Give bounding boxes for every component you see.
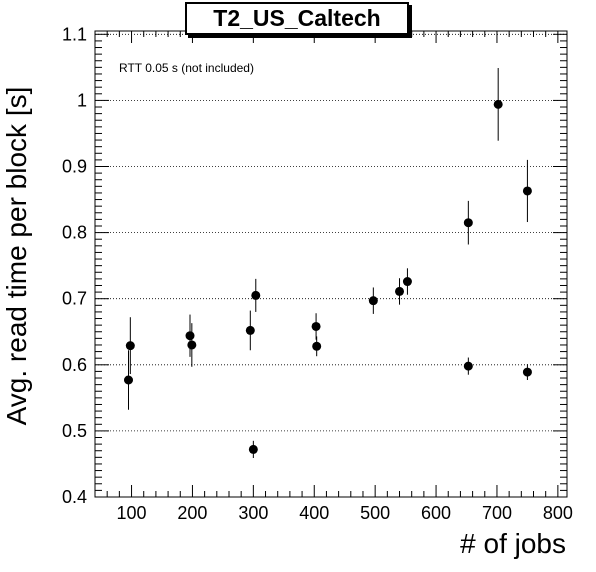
x-tick-label: 300 (238, 503, 268, 523)
y-axis: 0.4 0.5 0.6 0.7 0.8 0.9 1 1.1 (62, 24, 567, 507)
chart-title: T2_US_Caltech (185, 2, 409, 35)
y-tick-label: 1.1 (62, 24, 87, 44)
data-point (463, 218, 473, 228)
x-axis-label: # of jobs (460, 528, 566, 559)
x-tick-label: 600 (421, 503, 451, 523)
data-point (463, 361, 473, 371)
data-point (368, 296, 378, 306)
x-tick-label: 500 (360, 503, 390, 523)
data-point (493, 99, 503, 109)
y-tick-label: 0.6 (62, 355, 87, 375)
grid-lines (95, 33, 567, 432)
x-axis: 100 200 300 400 500 600 700 800 (117, 31, 573, 523)
data-point (402, 277, 412, 287)
data-point (125, 341, 135, 351)
y-axis-label: Avg. read time per block [s] (1, 86, 32, 426)
y-tick-label: 1 (77, 90, 87, 110)
y-tick-label: 0.9 (62, 157, 87, 177)
rtt-annotation: RTT 0.05 s (not included) (119, 61, 254, 75)
x-tick-label: 100 (117, 503, 147, 523)
data-point (311, 321, 321, 331)
y-tick-label: 0.7 (62, 289, 87, 309)
data-point (185, 331, 195, 341)
minor-ticks (94, 31, 567, 497)
x-tick-label: 700 (482, 503, 512, 523)
data-point (187, 340, 197, 350)
x-tick-label: 200 (177, 503, 207, 523)
y-tick-label: 0.4 (62, 487, 87, 507)
data-point (522, 186, 532, 196)
x-tick-label: 800 (543, 503, 573, 523)
data-point (522, 367, 532, 377)
y-tick-label: 0.8 (62, 223, 87, 243)
data-point (395, 286, 405, 296)
data-points (123, 68, 532, 459)
data-point (251, 290, 261, 300)
data-point (248, 444, 258, 454)
data-point (123, 375, 133, 385)
data-point (245, 325, 255, 335)
data-point (312, 341, 322, 351)
y-tick-label: 0.5 (62, 421, 87, 441)
x-tick-label: 400 (299, 503, 329, 523)
